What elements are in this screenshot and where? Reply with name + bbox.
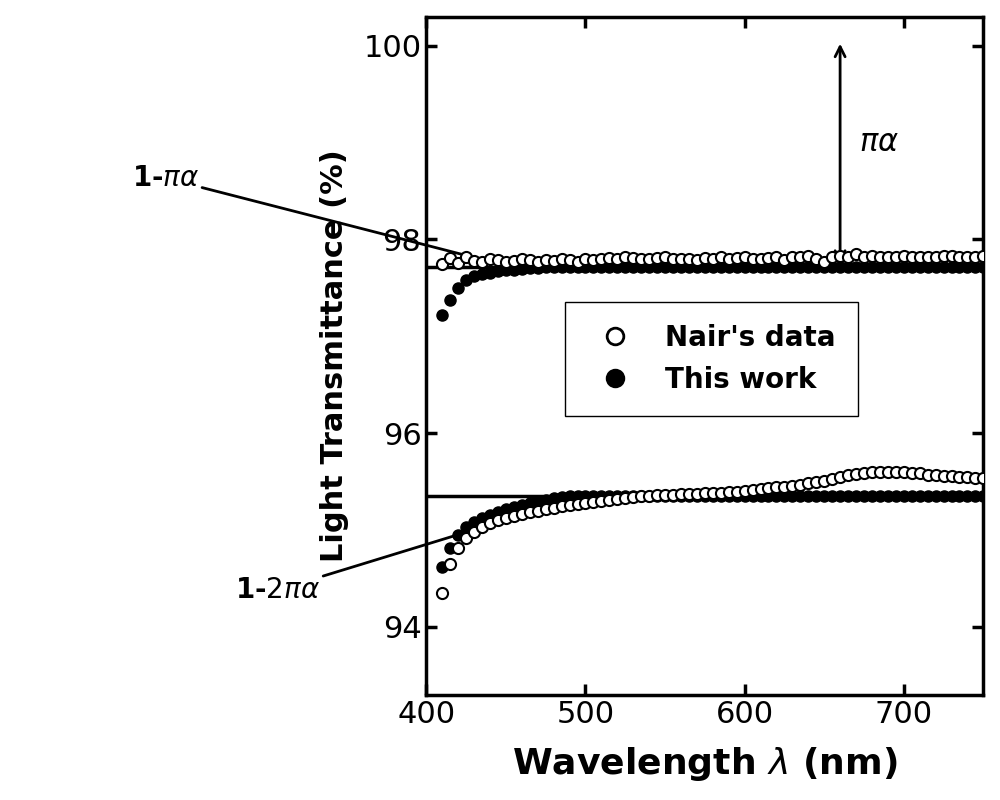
Text: $\mathbf{1}$-$\pi\alpha$: $\mathbf{1}$-$\pi\alpha$	[132, 164, 506, 266]
Nair's data	[540, 255, 552, 265]
This work	[436, 310, 448, 320]
Nair's data	[476, 257, 488, 266]
This work	[627, 262, 639, 271]
This work	[548, 262, 560, 271]
X-axis label: Wavelength $\lambda$ (nm): Wavelength $\lambda$ (nm)	[512, 746, 898, 783]
Y-axis label: Light Transmittance (%): Light Transmittance (%)	[320, 150, 349, 562]
Nair's data	[436, 259, 448, 269]
This work	[977, 262, 989, 271]
This work	[619, 262, 631, 271]
Nair's data	[969, 252, 981, 262]
Line: This work: This work	[437, 261, 989, 321]
This work	[476, 270, 488, 279]
Nair's data	[619, 252, 631, 262]
This work	[540, 262, 552, 271]
Nair's data	[850, 250, 862, 259]
This work	[969, 262, 981, 271]
Nair's data	[611, 254, 623, 264]
This work	[755, 262, 767, 271]
Line: Nair's data: Nair's data	[437, 249, 989, 270]
Legend: Nair's data, This work: Nair's data, This work	[565, 302, 858, 416]
Text: $\mathbf{1}$-$2\pi\alpha$: $\mathbf{1}$-$2\pi\alpha$	[235, 513, 530, 604]
Text: $\pi\alpha$: $\pi\alpha$	[859, 128, 899, 157]
Nair's data	[747, 254, 759, 264]
Nair's data	[977, 251, 989, 261]
